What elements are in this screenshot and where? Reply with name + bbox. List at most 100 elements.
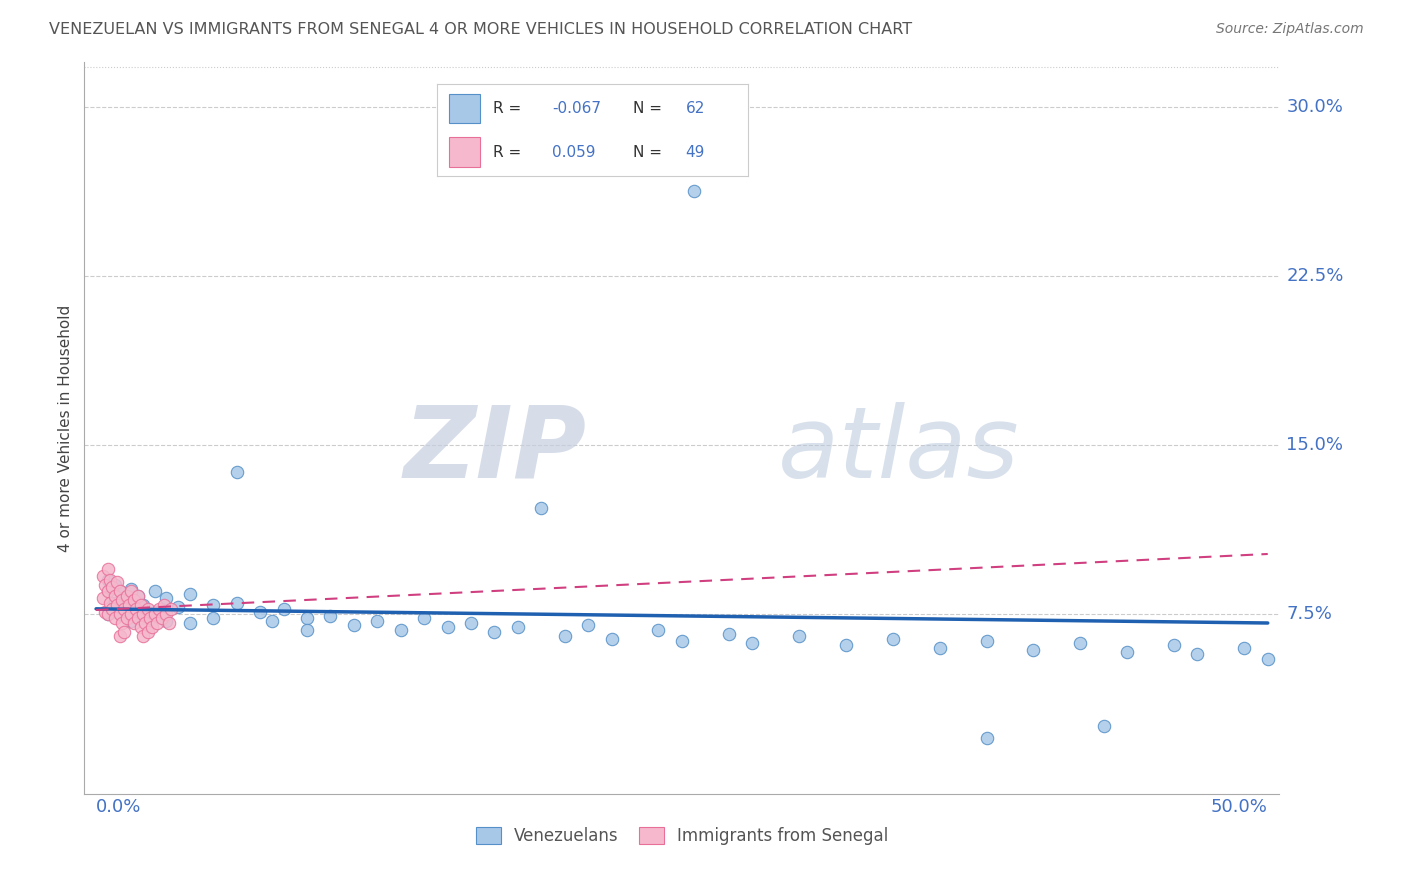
Point xyxy=(136,624,159,639)
Text: atlas: atlas xyxy=(778,401,1019,499)
Point xyxy=(132,629,155,643)
Point xyxy=(104,611,127,625)
Point xyxy=(554,629,576,643)
Point xyxy=(104,589,127,603)
Point xyxy=(91,568,114,582)
Point xyxy=(143,605,166,619)
Point xyxy=(143,607,166,621)
Point xyxy=(129,620,152,634)
Point xyxy=(132,611,155,625)
Point xyxy=(179,586,201,600)
Point xyxy=(108,584,131,599)
Point xyxy=(343,618,366,632)
Point xyxy=(1022,643,1045,657)
Point xyxy=(1233,640,1256,655)
Point xyxy=(122,593,145,607)
Point xyxy=(682,184,704,198)
Point xyxy=(112,602,135,616)
Point xyxy=(202,598,225,612)
Point xyxy=(976,633,998,648)
Point xyxy=(143,584,166,599)
Point xyxy=(167,600,190,615)
Point xyxy=(530,501,553,516)
Point xyxy=(319,609,342,624)
Point xyxy=(366,614,388,628)
Point xyxy=(115,611,138,625)
Point xyxy=(134,615,156,630)
Point xyxy=(835,638,858,652)
Point xyxy=(146,615,169,630)
Point xyxy=(717,627,740,641)
Text: Source: ZipAtlas.com: Source: ZipAtlas.com xyxy=(1216,22,1364,37)
Point xyxy=(155,591,177,605)
Point xyxy=(111,615,134,630)
Point xyxy=(105,575,128,590)
Point xyxy=(115,600,138,615)
Text: 30.0%: 30.0% xyxy=(1286,98,1343,117)
Point xyxy=(104,577,127,591)
Point xyxy=(295,611,318,625)
Point xyxy=(127,611,149,625)
Point xyxy=(787,629,810,643)
Point xyxy=(136,602,159,616)
Point xyxy=(506,620,529,634)
Point xyxy=(225,596,247,610)
Point xyxy=(122,615,145,630)
Point xyxy=(105,598,128,612)
Point xyxy=(273,602,295,616)
Text: 50.0%: 50.0% xyxy=(1211,798,1268,816)
Point xyxy=(97,562,120,576)
Point xyxy=(295,623,318,637)
Point xyxy=(155,607,177,621)
Point xyxy=(460,615,482,630)
Point xyxy=(97,607,120,621)
Point xyxy=(160,602,183,616)
Point xyxy=(600,632,623,646)
Point xyxy=(115,589,138,603)
Point xyxy=(150,611,173,625)
Text: ZIP: ZIP xyxy=(404,401,586,499)
Text: VENEZUELAN VS IMMIGRANTS FROM SENEGAL 4 OR MORE VEHICLES IN HOUSEHOLD CORRELATIO: VENEZUELAN VS IMMIGRANTS FROM SENEGAL 4 … xyxy=(49,22,912,37)
Point xyxy=(141,620,163,634)
Point xyxy=(647,623,669,637)
Point xyxy=(108,607,131,621)
Point xyxy=(112,624,135,639)
Point xyxy=(98,596,121,610)
Point xyxy=(94,605,117,619)
Point xyxy=(157,615,180,630)
Point xyxy=(139,611,162,625)
Point xyxy=(260,614,283,628)
Text: 0.0%: 0.0% xyxy=(96,798,142,816)
Point xyxy=(112,591,135,605)
Point xyxy=(108,584,131,599)
Point xyxy=(179,615,201,630)
Point xyxy=(118,598,141,612)
Point xyxy=(98,573,121,587)
Point xyxy=(101,580,124,594)
Point xyxy=(120,584,142,599)
Point xyxy=(436,620,458,634)
Text: 7.5%: 7.5% xyxy=(1286,605,1333,623)
Point xyxy=(127,589,149,603)
Legend: Venezuelans, Immigrants from Senegal: Venezuelans, Immigrants from Senegal xyxy=(470,820,894,851)
Point xyxy=(413,611,436,625)
Point xyxy=(120,582,142,596)
Point xyxy=(741,636,763,650)
Point xyxy=(94,577,117,591)
Point xyxy=(97,607,120,621)
Point xyxy=(1116,645,1139,659)
Point xyxy=(153,598,176,612)
Point xyxy=(108,629,131,643)
Point xyxy=(976,731,998,745)
Point xyxy=(101,602,124,616)
Point xyxy=(129,598,152,612)
Text: 22.5%: 22.5% xyxy=(1286,268,1344,285)
Point xyxy=(249,605,271,619)
Point xyxy=(576,618,599,632)
Point xyxy=(125,602,148,616)
Point xyxy=(882,632,904,646)
Point xyxy=(111,593,134,607)
Text: 15.0%: 15.0% xyxy=(1286,436,1344,454)
Point xyxy=(97,584,120,599)
Point xyxy=(225,465,247,479)
